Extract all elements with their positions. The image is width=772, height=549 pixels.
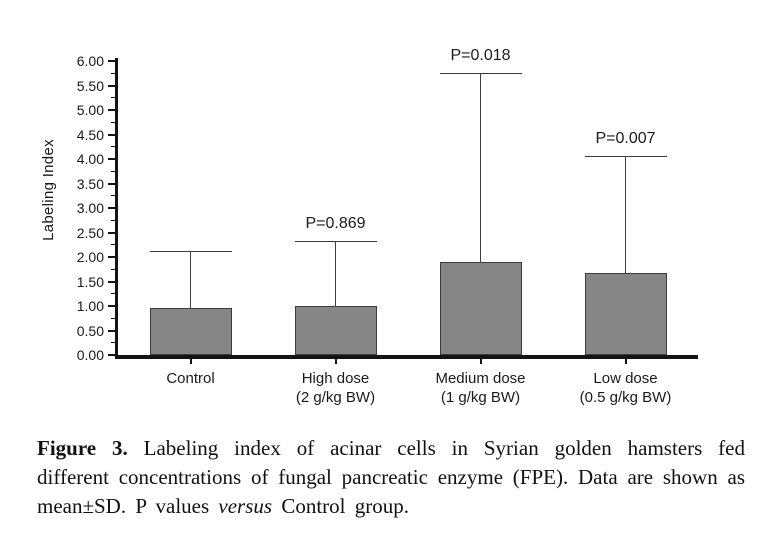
error-bar-cap-medium-dose	[439, 73, 522, 75]
y-axis-minor-tick	[111, 293, 115, 295]
y-axis-minor-tick	[111, 244, 115, 246]
y-axis-minor-tick	[111, 97, 115, 99]
y-axis-tick-label: 2.00	[76, 249, 104, 265]
error-bar-cap-low-dose	[584, 156, 667, 158]
y-axis-tick	[108, 231, 115, 234]
y-axis-minor-tick	[111, 268, 115, 270]
y-axis-tick-label: 3.00	[76, 200, 104, 216]
x-category-dose: (1 g/kg BW)	[440, 389, 521, 406]
y-axis-minor-tick	[111, 317, 115, 319]
figure-caption-text-end: Control group.	[272, 494, 409, 518]
y-axis-tick	[108, 329, 115, 332]
error-bar-line-control	[190, 251, 191, 309]
error-bar-line-high-dose	[335, 241, 336, 306]
bar-medium-dose	[439, 261, 522, 355]
figure-caption-text: Labeling index of acinar cells in Syrian…	[37, 436, 745, 518]
bar-chart: Labeling Index 0.00 0.50 1.00 1.50 2.00 2.50 3…	[40, 47, 701, 407]
y-axis-tick	[108, 305, 115, 307]
x-axis-tick-medium-dose	[479, 359, 482, 364]
p-value-label-high-dose: P=0.869	[305, 215, 366, 233]
y-axis-tick-label: 5.00	[76, 102, 104, 118]
y-axis-tick	[108, 133, 115, 136]
y-axis-tick	[108, 84, 115, 87]
p-value-label-low-dose: P=0.007	[595, 130, 656, 148]
y-axis-minor-tick	[111, 219, 115, 221]
bar-high-dose	[294, 306, 377, 355]
error-bar-line-low-dose	[625, 156, 626, 273]
y-axis-tick-label: 4.00	[76, 151, 104, 167]
error-bar-line-medium-dose	[480, 73, 481, 262]
y-axis-tick	[108, 280, 115, 283]
y-axis-minor-tick	[111, 146, 115, 148]
x-category-name: Control	[166, 370, 215, 387]
figure-caption: Figure 3. Labeling index of acinar cells…	[37, 434, 745, 521]
x-category-name: Low dose	[593, 370, 658, 387]
y-axis-tick-label: 0.00	[76, 347, 104, 363]
y-axis-minor-tick	[111, 342, 115, 344]
y-axis-tick-label: 4.50	[76, 126, 104, 143]
figure-caption-label: Figure 3.	[37, 436, 128, 460]
y-axis-tick-label: 0.50	[76, 322, 104, 339]
y-axis-tick-label: 3.50	[76, 175, 104, 192]
y-axis-minor-tick	[111, 121, 115, 123]
figure-caption-italic: versus	[218, 494, 273, 518]
x-category-name: High dose	[301, 370, 370, 387]
y-axis-minor-tick	[111, 195, 115, 197]
y-axis-tick-label: 2.50	[76, 224, 104, 241]
x-axis-tick-low-dose	[624, 359, 627, 364]
y-axis-tick-label: 1.00	[76, 298, 104, 314]
error-bar-cap-control	[149, 251, 232, 253]
y-axis-tick	[108, 207, 115, 209]
x-axis-tick-control	[189, 359, 192, 364]
y-axis-tick-label: 5.50	[76, 77, 104, 94]
y-axis-tick	[108, 354, 115, 356]
y-axis-tick	[108, 256, 115, 258]
x-category-label-low-dose: Low dose (0.5 g/kg BW)	[551, 369, 701, 407]
y-axis-tick	[108, 182, 115, 185]
y-axis-tick	[108, 109, 115, 111]
x-category-dose: (0.5 g/kg BW)	[579, 389, 672, 406]
y-axis-line	[115, 58, 118, 359]
y-axis-minor-tick	[111, 72, 115, 74]
error-bar-cap-high-dose	[294, 241, 377, 243]
p-value-label-medium-dose: P=0.018	[450, 47, 511, 65]
bar-control	[149, 308, 232, 355]
y-axis-tick-label: 1.50	[76, 273, 104, 290]
x-category-label-medium-dose: Medium dose (1 g/kg BW)	[406, 369, 556, 407]
y-axis-tick-label: 6.00	[76, 53, 104, 69]
x-axis-line	[115, 355, 698, 359]
bar-low-dose	[584, 272, 667, 355]
x-category-name: Medium dose	[435, 370, 526, 387]
y-axis-tick	[108, 60, 115, 62]
x-category-label-high-dose: High dose (2 g/kg BW)	[261, 369, 411, 407]
y-axis-tick	[108, 158, 115, 160]
x-category-label-control: Control	[116, 369, 266, 388]
y-axis-minor-tick	[111, 170, 115, 172]
x-axis-tick-high-dose	[334, 359, 337, 364]
x-category-dose: (2 g/kg BW)	[295, 389, 376, 406]
